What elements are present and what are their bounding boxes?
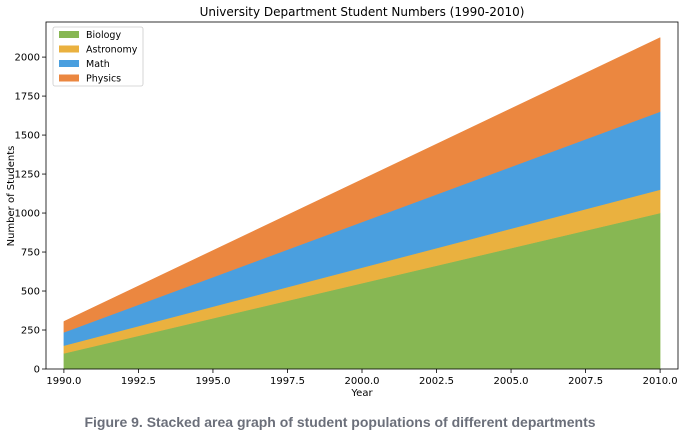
x-axis-ticks: 1990.0 1992.5 1995.0 1997.5 2000.0 2002.5 2005… (46, 369, 678, 387)
y-tick-label: 1500 (15, 131, 40, 142)
legend: Biology Astronomy Math Physics (52, 26, 144, 87)
y-tick-label: 1250 (15, 170, 40, 181)
area-physics (63, 37, 661, 333)
y-tick-label: 1750 (15, 92, 40, 103)
x-tick-label: 2010.0 (643, 376, 678, 387)
x-tick-label: 2002.5 (419, 376, 454, 387)
x-tick-label: 1995.0 (195, 376, 230, 387)
legend-label-math: Math (86, 59, 110, 70)
legend-swatch-physics (59, 74, 79, 82)
x-tick-label: 1992.5 (121, 376, 156, 387)
y-tick-label: 2000 (15, 53, 40, 64)
legend-swatch-biology (59, 31, 79, 38)
x-tick-label: 2007.5 (568, 376, 603, 387)
figure-caption: Figure 9. Stacked area graph of student … (84, 414, 596, 430)
y-tick-label: 500 (21, 287, 40, 298)
y-tick-label: 1000 (15, 209, 40, 220)
x-tick-label: 2000.0 (345, 376, 380, 387)
stacked-area-chart: University Department Student Numbers (1… (6, 5, 679, 399)
x-axis-title: Year (350, 388, 373, 399)
legend-label-biology: Biology (86, 30, 121, 41)
y-tick-label: 250 (21, 326, 40, 337)
area-series-group (63, 37, 661, 370)
y-axis-title: Number of Students (6, 146, 17, 247)
legend-label-physics: Physics (86, 74, 121, 85)
x-tick-label: 1997.5 (270, 376, 305, 387)
legend-label-astronomy: Astronomy (86, 45, 138, 56)
y-axis-ticks: 0 250 500 750 1000 1250 1500 1750 2000 (15, 53, 46, 376)
x-tick-label: 2005.0 (494, 376, 529, 387)
y-tick-label: 750 (21, 248, 40, 259)
y-tick-label: 0 (34, 365, 40, 376)
x-tick-label: 1990.0 (46, 376, 81, 387)
legend-box (52, 26, 144, 87)
chart-title: University Department Student Numbers (1… (200, 5, 525, 19)
legend-swatch-astronomy (59, 45, 79, 53)
legend-swatch-math (59, 60, 79, 67)
